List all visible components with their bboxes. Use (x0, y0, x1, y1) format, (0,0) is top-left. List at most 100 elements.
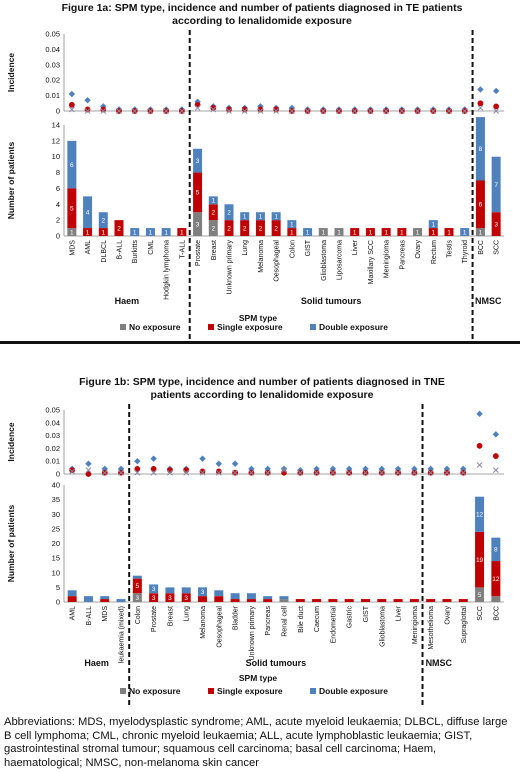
incidence-cross-marker (304, 108, 311, 114)
abbreviations-text: Abbreviations: MDS, myelodysplastic synd… (4, 716, 508, 769)
bar-segment (393, 599, 403, 602)
incidence-cross-marker (210, 106, 217, 113)
bar-segment-label: 1 (149, 229, 153, 236)
category-label: SCC (477, 606, 484, 621)
bar-segment (83, 196, 93, 229)
group-label: Haem (84, 658, 109, 668)
bar-segment (263, 599, 273, 602)
bar-segment-label: 8 (494, 547, 498, 554)
bar-segment-label: 3 (196, 158, 200, 165)
bar-segment (360, 599, 370, 602)
bar-segment (444, 228, 454, 236)
bar-segment-label: 1 (447, 229, 451, 236)
incidence-cross-marker (226, 108, 232, 114)
bar-segment-label: 5 (70, 206, 74, 213)
incidence-tick-label: 0.02 (45, 444, 60, 453)
incidence-cross-marker (281, 467, 287, 474)
bar-segment (428, 228, 438, 236)
incidence-tick-label: 0.03 (45, 431, 60, 440)
group-label: Haem (115, 296, 140, 306)
incidence-tick-label: 0.03 (45, 60, 60, 69)
group-label: Solid tumours (246, 658, 307, 668)
category-label: Bladder (233, 605, 240, 630)
bar-segment (149, 593, 159, 602)
bar-segment-label: 7 (494, 182, 498, 189)
category-label: B-ALL (86, 606, 93, 626)
incidence-circle-marker (68, 101, 75, 108)
bar-segment (67, 188, 77, 229)
incidence-circle-marker (100, 106, 107, 113)
bar-segment (208, 196, 218, 205)
count-tick-label: 14 (52, 121, 60, 130)
incidence-cross-marker (118, 469, 124, 476)
bar-segment (458, 599, 468, 602)
bar-segment (240, 212, 250, 221)
bar-segment (224, 220, 234, 236)
group-label: NMSC (475, 296, 502, 306)
bar-segment-label: 1 (180, 229, 184, 236)
bar-segment (491, 212, 501, 236)
incidence-circle-marker (476, 442, 483, 449)
incidence-cross-marker (395, 469, 401, 476)
category-label: AML (85, 240, 92, 255)
incidence-tick-label: 0.01 (45, 91, 60, 100)
category-label: DLBCL (101, 240, 108, 263)
incidence-cross-marker (351, 108, 358, 114)
incidence-diamond-marker (477, 86, 484, 93)
incidence-circle-marker (273, 106, 280, 113)
category-label: AML (70, 606, 77, 621)
bar-segment-label: 8 (479, 146, 483, 153)
bar-segment-label: 3 (152, 586, 156, 593)
incidence-cross-marker (257, 108, 264, 114)
incidence-cross-marker (289, 108, 295, 114)
incidence-circle-marker (69, 467, 76, 474)
category-label: Oesophageal (274, 240, 281, 282)
bar-segment (263, 596, 273, 600)
count-tick-label: 6 (56, 184, 60, 193)
count-tick-label: 15 (52, 554, 60, 563)
bar-segment-label: 5 (196, 190, 200, 197)
category-label: Hodgkin lymphoma (164, 240, 171, 300)
legend-swatch (310, 688, 316, 694)
bar-segment (334, 228, 344, 236)
legend-entry: Single exposure (217, 322, 283, 332)
incidence-diamond-marker (68, 90, 76, 98)
bar-segment (114, 220, 124, 236)
bar-segment (303, 228, 313, 236)
incidence-cross-marker (346, 469, 353, 476)
category-label: Prostate (195, 240, 202, 266)
category-label: Glioblastoma (379, 606, 386, 647)
category-label: Breast (211, 240, 218, 260)
category-label: Unknown primary (249, 606, 256, 661)
category-label: B-ALL (117, 240, 124, 260)
bar-segment-label: 3 (152, 595, 156, 602)
category-label: MDS (69, 240, 76, 256)
bar-segment (475, 180, 485, 229)
incidence-cross-marker (362, 469, 369, 476)
bar-segment (287, 220, 297, 229)
incidence-cross-marker (330, 469, 336, 476)
incidence-circle-marker (84, 106, 91, 113)
bar-segment (208, 204, 218, 221)
incidence-cross-marker (100, 108, 107, 114)
incidence-cross-marker (194, 105, 201, 111)
bar-segment (83, 228, 93, 236)
incidence-cross-marker (241, 108, 248, 114)
category-label: Gastric (347, 606, 354, 629)
x-axis-label: SPM type (239, 673, 278, 683)
category-label: Pancreas (265, 606, 272, 636)
category-label: Ovary (415, 240, 422, 259)
incidence-cross-marker (414, 108, 421, 114)
group-label: NMSC (426, 658, 453, 668)
bar-segment-label: 3 (196, 221, 200, 228)
bar-segment (271, 212, 281, 221)
incidence-tick-label: 0.01 (45, 457, 60, 466)
incidence-circle-marker (241, 106, 248, 113)
incidence-diamond-marker (85, 460, 92, 467)
incidence-cross-marker (492, 467, 499, 474)
category-label: BCC (478, 240, 485, 255)
bar-segment (83, 596, 93, 602)
incidence-circle-marker (85, 471, 92, 477)
bar-segment (397, 228, 407, 236)
category-label: Supraglottal (461, 606, 468, 644)
